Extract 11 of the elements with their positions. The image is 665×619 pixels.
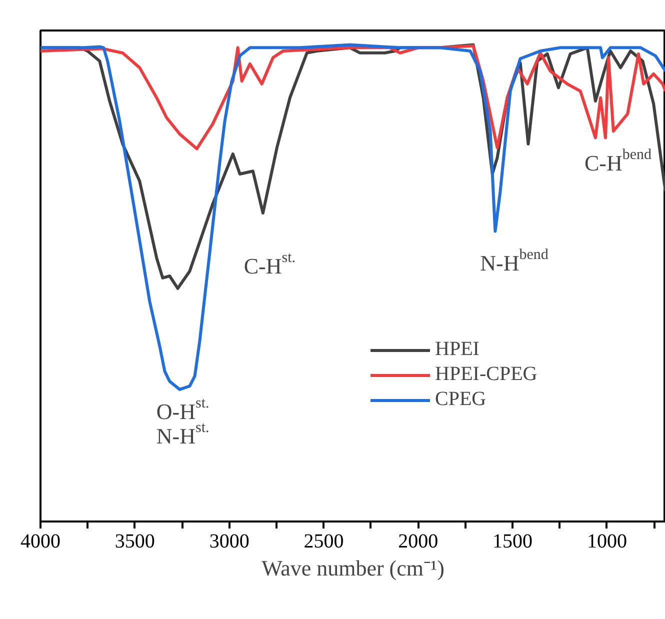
x-tick-label: 3500 (114, 530, 155, 552)
legend-label: CPEG (435, 388, 486, 411)
x-tick-label: 2000 (398, 530, 438, 552)
legend-label: HPEI (435, 338, 480, 361)
legend-label: HPEI-CPEG (435, 363, 538, 386)
x-tick-label: 1000 (586, 530, 627, 552)
x-tick-label: 4000 (20, 530, 60, 552)
x-tick-label: 2500 (304, 530, 344, 552)
x-tick-label: 3000 (209, 530, 250, 552)
x-axis-title: Wave number (cm⁻¹) (262, 556, 444, 580)
x-tick-label: 1500 (492, 530, 533, 552)
